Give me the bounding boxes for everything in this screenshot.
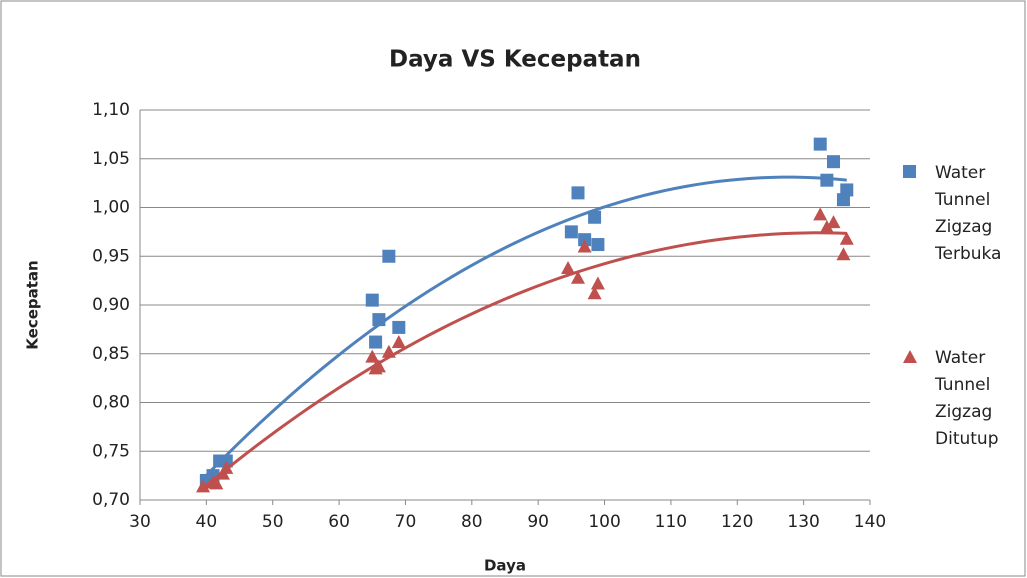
point: [219, 460, 234, 474]
y-tick-label: 0,80: [92, 393, 130, 413]
point: [577, 239, 592, 253]
y-tick-label: 0,90: [92, 295, 130, 315]
legend-marker: [903, 165, 916, 178]
point: [836, 247, 851, 261]
x-tick-label: 50: [262, 512, 284, 532]
y-tick-label: 1,10: [92, 100, 130, 120]
point: [571, 186, 585, 200]
point: [587, 286, 602, 300]
point: [365, 349, 380, 363]
point: [813, 207, 828, 221]
trendline: [205, 175, 847, 477]
point: [819, 220, 834, 233]
y-tick-label: 1,00: [92, 198, 130, 218]
x-tick-label: 60: [328, 512, 350, 532]
point: [371, 359, 386, 373]
point: [840, 183, 854, 197]
point: [391, 335, 406, 349]
point: [571, 270, 585, 284]
x-tick-label: 120: [721, 512, 753, 532]
point: [392, 320, 406, 334]
point: [365, 293, 379, 307]
point: [196, 479, 211, 493]
point: [564, 225, 578, 239]
trendline: [202, 231, 847, 490]
point: [813, 137, 827, 151]
point: [588, 210, 602, 224]
legend-label: Water Tunnel Zigzag Ditutup: [935, 348, 999, 449]
x-tick-label: 70: [395, 512, 417, 532]
point: [382, 249, 396, 263]
x-tick-label: 140: [854, 512, 886, 532]
point: [591, 238, 605, 252]
y-tick-label: 0,95: [92, 246, 130, 266]
point: [826, 215, 841, 229]
y-axis-label: Kecepatan: [24, 260, 42, 349]
legend-label: Water Tunnel Zigzag Terbuka: [935, 163, 1002, 264]
chart-title: Daya VS Kecepatan: [389, 47, 641, 73]
x-tick-label: 130: [787, 512, 819, 532]
point: [561, 260, 576, 274]
legend-marker: [903, 350, 917, 363]
point: [839, 231, 854, 245]
y-tick-label: 0,75: [92, 441, 130, 461]
point: [372, 313, 386, 327]
x-tick-label: 40: [196, 512, 218, 532]
point: [590, 276, 605, 290]
point: [820, 173, 834, 187]
x-tick-label: 80: [461, 512, 483, 532]
x-tick-label: 30: [129, 512, 151, 532]
y-tick-label: 0,70: [92, 490, 130, 510]
point: [209, 476, 224, 490]
point: [827, 155, 840, 169]
x-tick-label: 100: [588, 512, 620, 532]
x-axis-label: Daya: [484, 557, 526, 575]
x-tick-label: 90: [527, 512, 549, 532]
point: [369, 335, 383, 349]
point: [381, 344, 396, 358]
y-tick-label: 0,85: [92, 344, 130, 364]
y-tick-label: 1,05: [92, 149, 130, 169]
x-tick-label: 110: [655, 512, 687, 532]
